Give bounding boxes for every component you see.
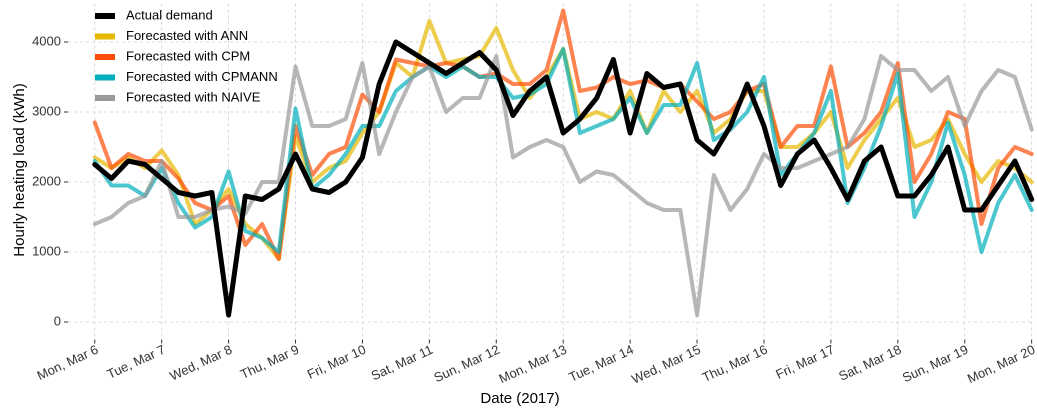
x-tick-label: Sat, Mar 18: [836, 342, 903, 384]
y-tick-label: 1000: [32, 243, 61, 258]
x-tick-label: Sat, Mar 11: [369, 342, 435, 384]
x-tick-label: Mon, Mar 13: [496, 342, 568, 386]
x-tick-label: Mon, Mar 20: [965, 342, 1037, 386]
legend-label: Forecasted with CPMANN: [126, 69, 278, 84]
series-line: [92, 8, 1034, 261]
x-tick-label: Thu, Mar 16: [700, 342, 770, 385]
x-tick-label: Wed, Mar 15: [629, 342, 703, 387]
x-tick-label: Sun, Mar 19: [900, 342, 971, 386]
legend-label: Forecasted with CPM: [126, 48, 250, 63]
legend: Actual demand Forecasted with ANN Forecast…: [95, 7, 278, 104]
x-axis-title: Date (2017): [480, 390, 559, 407]
series-line: [92, 54, 1034, 317]
x-tick-label: Sun, Mar 12: [431, 342, 502, 386]
y-axis-title: Hourly heating load (kWh): [11, 83, 28, 256]
legend-label: Forecasted with ANN: [126, 28, 248, 43]
y-tick-label: 2000: [32, 173, 61, 188]
y-tick-label: 4000: [32, 33, 61, 48]
series-line: [92, 39, 1035, 318]
x-tick-label: Mon, Mar 6: [35, 342, 101, 383]
legend-label: Forecasted with NAIVE: [126, 89, 261, 104]
x-tick-label: Fri, Mar 17: [773, 342, 836, 382]
x-tick-label: Fri, Mar 10: [305, 342, 368, 382]
x-tick-label: Tue, Mar 14: [566, 342, 635, 385]
x-tick-label: Thu, Mar 9: [238, 342, 301, 382]
y-tick-label: 0: [54, 313, 61, 328]
x-tick-label: Wed, Mar 8: [167, 342, 234, 384]
x-tick-label: Tue, Mar 7: [105, 342, 168, 382]
series-line: [92, 47, 1034, 254]
y-tick-label: 3000: [32, 103, 61, 118]
legend-label: Actual demand: [126, 7, 213, 22]
